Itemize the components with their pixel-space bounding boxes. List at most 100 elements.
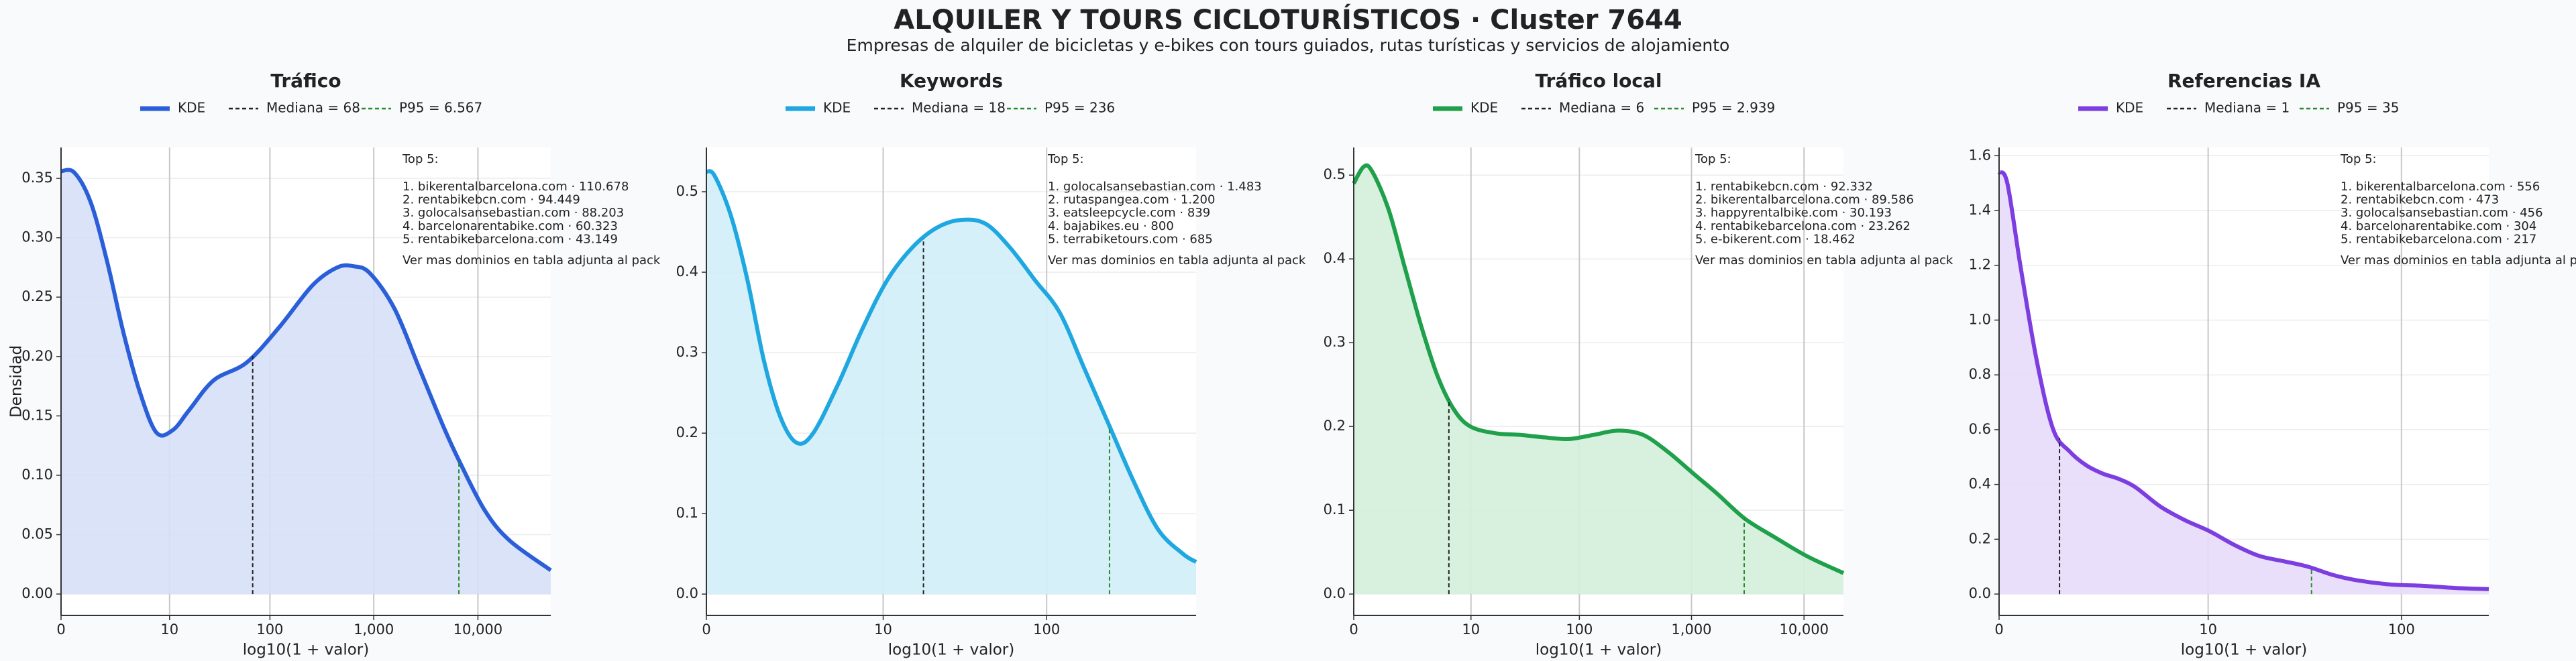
panel-title: Tráfico local bbox=[1536, 70, 1662, 92]
legend-label: KDE bbox=[823, 100, 851, 116]
legend-label: Mediana = 68 bbox=[266, 100, 360, 116]
kde-line bbox=[1997, 170, 2489, 591]
y-tick-label: 0.25 bbox=[21, 288, 53, 304]
x-tick-label: 0 bbox=[56, 621, 65, 638]
annotation-heading: Top 5: bbox=[1047, 152, 1084, 166]
legend-label: KDE bbox=[178, 100, 205, 116]
legend-label: Mediana = 1 bbox=[2204, 100, 2290, 116]
annotation-footer: Ver mas dominios en tabla adjunta al pac… bbox=[2341, 253, 2576, 267]
y-tick-label: 0.0 bbox=[1969, 585, 1991, 601]
x-tick-label: 1,000 bbox=[1671, 621, 1711, 638]
x-tick-label: 100 bbox=[1566, 621, 1593, 638]
y-tick-label: 0.4 bbox=[1969, 476, 1991, 492]
panel-title: Referencias IA bbox=[2167, 70, 2320, 92]
x-axis-label: log10(1 + valor) bbox=[2181, 642, 2307, 659]
annotation-item: 3. eatsleepcycle.com · 839 bbox=[1048, 206, 1210, 220]
x-tick-label: 0 bbox=[1349, 621, 1358, 638]
legend-label: KDE bbox=[2116, 100, 2143, 116]
y-tick-label: 1.6 bbox=[1969, 147, 1991, 163]
annotation-item: 5. e-bikerent.com · 18.462 bbox=[1695, 232, 1856, 246]
annotation-item: 3. golocalsansebastian.com · 456 bbox=[2341, 206, 2543, 220]
y-tick-label: 0.4 bbox=[676, 263, 698, 280]
legend-label: P95 = 236 bbox=[1044, 100, 1115, 116]
x-tick-label: 10 bbox=[2199, 621, 2217, 638]
annotation-item: 4. barcelonarentabike.com · 304 bbox=[2341, 219, 2536, 233]
legend-label: P95 = 2.939 bbox=[1692, 100, 1775, 116]
annotation-item: 2. rentabikebcn.com · 94.449 bbox=[402, 193, 580, 207]
y-tick-label: 0.00 bbox=[21, 585, 53, 601]
y-tick-label: 0.0 bbox=[1324, 585, 1346, 601]
y-tick-label: 0.05 bbox=[21, 526, 53, 542]
page-subtitle: Empresas de alquiler de bicicletas y e‑b… bbox=[847, 36, 1730, 55]
x-tick-label: 0 bbox=[702, 621, 710, 638]
legend-label: Mediana = 18 bbox=[912, 100, 1006, 116]
kde-area bbox=[61, 170, 551, 595]
kde-area bbox=[1354, 165, 1843, 595]
panel-title: Keywords bbox=[900, 70, 1003, 92]
x-tick-label: 10 bbox=[160, 621, 178, 638]
y-tick-label: 0.3 bbox=[676, 344, 698, 360]
legend-label: P95 = 6.567 bbox=[399, 100, 482, 116]
x-tick-label: 10,000 bbox=[1779, 621, 1828, 638]
y-tick-label: 0.3 bbox=[1324, 334, 1346, 350]
legend-label: Mediana = 6 bbox=[1559, 100, 1644, 116]
x-tick-label: 10 bbox=[1462, 621, 1480, 638]
x-tick-label: 10,000 bbox=[453, 621, 502, 638]
x-tick-label: 10 bbox=[874, 621, 892, 638]
annotation-footer: Ver mas dominios en tabla adjunta al pac… bbox=[402, 253, 661, 267]
kde-line bbox=[60, 168, 552, 573]
y-tick-label: 1.4 bbox=[1969, 202, 1991, 218]
x-axis-label: log10(1 + valor) bbox=[888, 642, 1014, 659]
annotation-heading: Top 5: bbox=[402, 152, 439, 166]
x-axis-label: log10(1 + valor) bbox=[1536, 642, 1662, 659]
annotation-item: 5. terrabiketours.com · 685 bbox=[1048, 232, 1213, 246]
annotation-item: 2. rentabikebcn.com · 473 bbox=[2341, 193, 2499, 207]
kde-line bbox=[705, 169, 1197, 564]
annotation-item: 2. bikerentalbarcelona.com · 89.586 bbox=[1695, 193, 1914, 207]
annotation-item: 1. bikerentalbarcelona.com · 110.678 bbox=[402, 180, 629, 194]
y-tick-label: 0.15 bbox=[21, 407, 53, 423]
annotation-item: 1. bikerentalbarcelona.com · 556 bbox=[2341, 180, 2540, 194]
legend-label: P95 = 35 bbox=[2337, 100, 2399, 116]
x-tick-label: 100 bbox=[256, 621, 283, 638]
annotation-footer: Ver mas dominios en tabla adjunta al pac… bbox=[1695, 253, 1953, 267]
y-tick-label: 1.0 bbox=[1969, 311, 1991, 327]
annotation-item: 3. happyrentalbike.com · 30.193 bbox=[1695, 206, 1892, 220]
y-tick-label: 0.2 bbox=[676, 424, 698, 440]
y-tick-label: 0.2 bbox=[1324, 418, 1346, 434]
y-axis-label: Densidad bbox=[8, 345, 25, 418]
annotation-item: 1. rentabikebcn.com · 92.332 bbox=[1695, 180, 1873, 194]
annotation-footer: Ver mas dominios en tabla adjunta al pac… bbox=[1048, 253, 1306, 267]
annotation-item: 3. golocalsansebastian.com · 88.203 bbox=[402, 206, 624, 220]
x-axis-label: log10(1 + valor) bbox=[243, 642, 369, 659]
kde-area bbox=[1999, 172, 2489, 595]
y-tick-label: 0.5 bbox=[1324, 166, 1346, 182]
y-tick-label: 0.35 bbox=[21, 170, 53, 186]
annotation-item: 4. barcelonarentabike.com · 60.323 bbox=[402, 219, 618, 233]
y-tick-label: 0.5 bbox=[676, 183, 698, 199]
y-tick-label: 0.8 bbox=[1969, 366, 1991, 382]
x-tick-label: 1,000 bbox=[354, 621, 394, 638]
kde-line bbox=[1352, 163, 1845, 575]
page-title: ALQUILER Y TOURS CICLOTURÍSTICOS · Clust… bbox=[894, 3, 1682, 36]
y-tick-label: 0.6 bbox=[1969, 421, 1991, 437]
y-tick-label: 0.2 bbox=[1969, 530, 1991, 546]
annotation-item: 5. rentabikebarcelona.com · 43.149 bbox=[402, 232, 618, 246]
y-tick-label: 0.4 bbox=[1324, 250, 1346, 266]
panel-title: Tráfico bbox=[270, 70, 341, 92]
annotation-item: 4. rentabikebarcelona.com · 23.262 bbox=[1695, 219, 1911, 233]
y-tick-label: 1.2 bbox=[1969, 257, 1991, 273]
kde-area bbox=[706, 171, 1196, 595]
legend-label: KDE bbox=[1470, 100, 1498, 116]
x-tick-label: 0 bbox=[1994, 621, 2003, 638]
y-tick-label: 0.10 bbox=[21, 467, 53, 483]
annotation-heading: Top 5: bbox=[2340, 152, 2377, 166]
annotation-item: 4. bajabikes.eu · 800 bbox=[1048, 219, 1174, 233]
x-tick-label: 100 bbox=[2388, 621, 2415, 638]
annotation-item: 5. rentabikebarcelona.com · 217 bbox=[2341, 232, 2536, 246]
y-tick-label: 0.0 bbox=[676, 585, 698, 601]
y-tick-label: 0.1 bbox=[1324, 501, 1346, 518]
y-tick-label: 0.20 bbox=[21, 348, 53, 364]
y-tick-label: 0.1 bbox=[676, 505, 698, 521]
x-tick-label: 100 bbox=[1033, 621, 1060, 638]
